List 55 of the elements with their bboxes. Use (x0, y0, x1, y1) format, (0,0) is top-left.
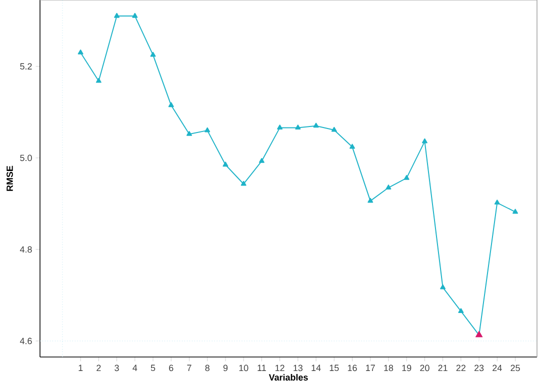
point (295, 124, 301, 130)
point (422, 138, 428, 144)
point (78, 50, 84, 54)
x-axis-title: Variables (268, 374, 308, 381)
point (168, 102, 174, 108)
x-tick-label: 10 (239, 364, 248, 372)
x-tick-label: 19 (402, 364, 412, 372)
point (258, 158, 264, 163)
x-tick-label: 21 (438, 364, 448, 372)
y-tick-label: 5.2 (20, 63, 32, 70)
x-tick-label: 16 (348, 364, 357, 372)
x-tick-label: 20 (420, 364, 430, 372)
x-tick-label: 13 (294, 364, 303, 372)
y-tick-label: 4.8 (20, 246, 32, 253)
point (186, 131, 192, 136)
y-tick-label: 4.6 (20, 338, 32, 344)
x-tick-label: 12 (276, 364, 284, 372)
x-tick-label: 7 (187, 364, 192, 371)
y-tick-label: 5.0 (20, 154, 32, 162)
point (494, 200, 500, 205)
point (512, 208, 518, 214)
point (96, 78, 102, 83)
point (150, 52, 156, 57)
point (458, 308, 464, 314)
x-tick-label: 24 (492, 364, 502, 372)
point (240, 180, 246, 186)
x-tick-label: 3 (114, 364, 119, 372)
x-tick-label: 17 (366, 364, 375, 371)
point (386, 184, 392, 190)
point (331, 126, 337, 132)
x-tick-label: 22 (456, 364, 466, 372)
x-tick-label: 8 (205, 364, 210, 372)
x-tick-label: 9 (223, 364, 228, 372)
point (350, 144, 355, 149)
x-tick-label: 1 (78, 364, 83, 371)
point (368, 198, 374, 203)
x-tick-label: 23 (474, 364, 484, 372)
point (132, 12, 138, 18)
x-tick-label: 11 (258, 364, 266, 371)
x-tick-label: 15 (330, 364, 339, 372)
x-tick-label: 14 (312, 364, 321, 371)
point (204, 127, 210, 132)
x-tick-label: 25 (510, 364, 520, 372)
y-axis-title: RMSE (6, 166, 13, 191)
x-tick-label: 5 (150, 364, 156, 372)
x-tick-label: 6 (169, 364, 174, 372)
point (114, 12, 120, 18)
point (222, 162, 228, 167)
x-tick-label: 4 (132, 364, 138, 371)
point (277, 124, 283, 130)
point (313, 122, 319, 128)
point (440, 284, 446, 290)
x-tick-label: 18 (384, 364, 394, 372)
x-tick-label: 2 (96, 364, 101, 372)
point (404, 174, 410, 180)
